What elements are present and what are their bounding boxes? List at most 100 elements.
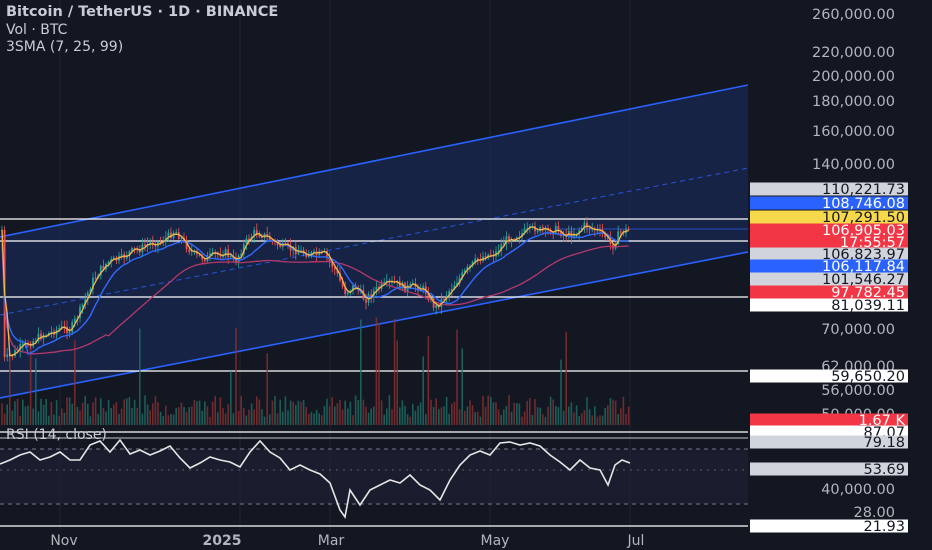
candle-body <box>310 252 313 256</box>
volume-bar <box>188 407 190 425</box>
volume-bar <box>396 340 398 425</box>
volume-bar <box>391 409 393 425</box>
candle-body <box>198 254 201 256</box>
volume-bar <box>349 401 352 425</box>
time-axis-label: 2025 <box>203 533 242 549</box>
volume-bar <box>406 414 409 425</box>
candle-body <box>586 222 588 228</box>
volume-bar <box>196 401 198 425</box>
candle-body <box>284 242 287 245</box>
candle-body <box>591 228 594 230</box>
volume-bar <box>474 412 476 425</box>
candle-body <box>346 292 349 295</box>
time-axis-label: Jul <box>627 533 645 549</box>
candle-body <box>188 249 191 252</box>
time-axis[interactable]: Nov 2025 Mar May Jul <box>50 533 644 549</box>
candle-body <box>318 251 321 256</box>
price-axis[interactable]: 260,000.00 220,000.00 200,000.00 180,000.00… <box>812 7 895 521</box>
volume-bars <box>1 317 630 425</box>
volume-bar <box>487 395 489 425</box>
volume-bar <box>144 395 146 425</box>
candle-body <box>606 237 609 239</box>
symbol-title[interactable]: Bitcoin / TetherUS · 1D · BINANCE <box>6 4 279 20</box>
price-tag-label: 106,905.03 <box>822 223 905 239</box>
candle-body <box>370 294 373 298</box>
volume-bar <box>612 399 614 425</box>
volume-bar <box>622 396 625 425</box>
sma-7-line[interactable] <box>1 225 629 357</box>
volume-bar <box>84 396 86 425</box>
volume-bar <box>534 399 536 425</box>
candle-body <box>484 256 487 259</box>
sma-25-line[interactable] <box>1 231 629 355</box>
candle-body <box>352 285 354 291</box>
candle-body <box>37 333 40 342</box>
price-tag-bg <box>750 210 908 224</box>
volume-bar <box>154 396 157 425</box>
volume-bar <box>266 353 268 425</box>
price-tag-bg <box>750 435 908 449</box>
volume-bar <box>586 397 588 425</box>
volume-legend[interactable]: Vol · BTC <box>6 22 68 38</box>
volume-bar <box>110 408 112 425</box>
volume-bar <box>565 331 567 425</box>
channel-upper-line[interactable] <box>0 84 749 238</box>
price-tag-label: 81,039.11 <box>831 298 905 314</box>
volume-bar <box>417 405 419 425</box>
candle-body <box>42 335 45 339</box>
candle-body <box>588 227 591 229</box>
price-tag-label: 79.18 <box>863 435 905 451</box>
sma-legend[interactable]: 3SMA (7, 25, 99) <box>6 39 124 55</box>
candle-body <box>86 292 89 300</box>
volume-bar <box>289 400 292 425</box>
candle-body <box>159 241 162 243</box>
volume-bar <box>32 408 34 425</box>
volume-bar <box>575 405 578 425</box>
candle-body <box>190 251 193 253</box>
candle-body <box>422 286 425 290</box>
volume-bar <box>1 403 3 425</box>
rsi-legend[interactable]: RSI (14, close) <box>6 427 107 443</box>
candle-body <box>497 250 500 252</box>
rsi-line[interactable] <box>0 438 631 519</box>
volume-bar <box>297 400 300 425</box>
sma-99-line[interactable] <box>1 243 629 355</box>
price-tag-bg <box>750 196 908 210</box>
candle-body <box>471 261 474 266</box>
volume-bar <box>58 415 60 425</box>
volume-bar <box>588 409 591 425</box>
volume-bar <box>490 397 492 425</box>
candle-body <box>463 270 466 273</box>
candle-body <box>297 251 300 255</box>
candle-body <box>89 289 92 293</box>
candle-body <box>500 244 503 251</box>
candle-body <box>222 256 224 258</box>
candle-body <box>133 248 136 250</box>
time-axis-label: May <box>481 533 510 549</box>
candle-body <box>245 238 248 244</box>
volume-bar <box>133 399 136 425</box>
candle-body <box>617 231 620 245</box>
volume-bar <box>445 396 448 425</box>
volume-bar <box>425 414 427 425</box>
candle-body <box>510 239 513 243</box>
volume-bar <box>139 328 141 425</box>
candle-body <box>365 299 367 303</box>
volume-bar <box>544 416 547 425</box>
candle-body <box>224 249 227 257</box>
candle-body <box>258 234 261 237</box>
candle-body <box>167 232 170 238</box>
candle-body <box>539 227 542 232</box>
candle-body <box>149 242 152 245</box>
volume-bar <box>523 411 526 425</box>
candle-body <box>313 251 315 253</box>
price-tag-label: 59,650.20 <box>831 369 905 385</box>
candle-body <box>305 253 308 257</box>
volume-bar <box>227 404 229 425</box>
volume-bar <box>53 414 55 425</box>
volume-bar <box>526 401 528 425</box>
candle-body <box>6 354 9 358</box>
channel-lower-line[interactable] <box>0 251 749 399</box>
volume-bar <box>536 407 539 425</box>
